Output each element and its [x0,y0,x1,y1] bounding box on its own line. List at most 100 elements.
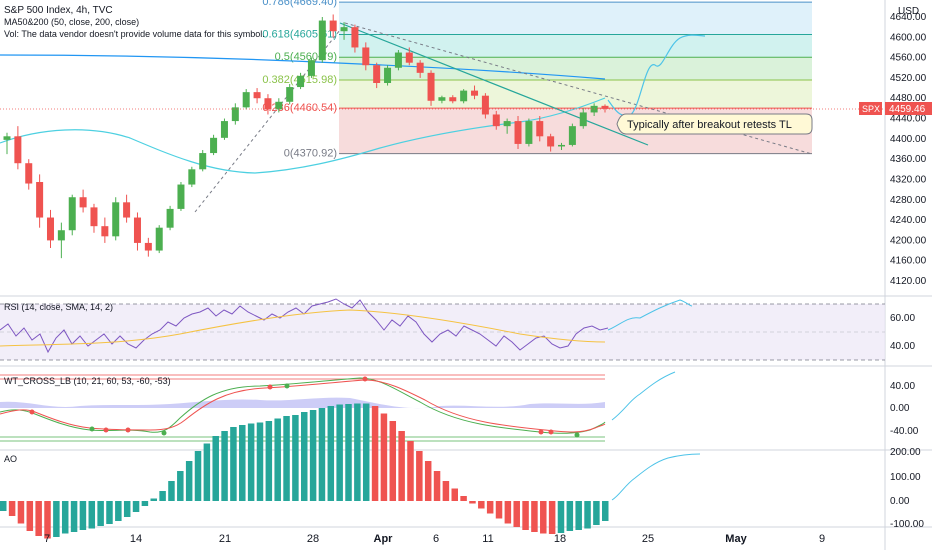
time-tick-label: 7 [44,533,50,545]
time-axis[interactable]: 7 14 21 28 Apr 6 11 18 25 May 9 [44,533,825,545]
ao-bar [8,501,16,516]
ao-bar [53,501,60,537]
candle-body [384,67,392,83]
ao-bar [256,422,264,501]
ao-bar [584,501,591,529]
time-tick-label: 21 [219,533,231,545]
candle-body [373,65,381,83]
ao-bar [106,501,113,524]
ao-pane[interactable]: AO [0,403,701,539]
candle-body [547,136,555,147]
last-price-text: 4459.46 [889,104,926,115]
candle-body [568,126,576,145]
rsi-pane[interactable]: RSI (14, close, SMA, 14, 2) [0,298,885,361]
descending-trendline[interactable] [339,22,649,146]
time-tick-label: 18 [554,533,566,545]
wt-tick-label: 0.00 [890,403,910,414]
fibonacci-retracement[interactable]: 0.786(4669.40)0.618(4605.61)0.5(4560.79)… [262,0,812,160]
ao-bar [460,496,467,501]
price-tick-label: 4640.00 [890,12,927,23]
ao-bar [433,471,441,501]
price-tick-label: 4200.00 [890,235,927,246]
candle-body [525,121,533,144]
price-tick-label: 4120.00 [890,276,927,287]
candle-body [351,27,359,48]
wt-cross-dot [29,409,35,415]
symbol-badge [859,102,882,115]
candle-body [438,97,446,101]
ao-bar [327,406,335,501]
ao-bar [274,418,281,501]
candle-body [264,98,272,110]
wt-histogram [0,397,605,409]
rsi-label: RSI (14, close, SMA, 14, 2) [4,302,113,312]
ao-bar [61,501,69,534]
ao-bar [336,404,343,501]
price-tick-label: 4480.00 [890,93,927,104]
wt-tick-label: -40.00 [890,426,919,437]
candle-body [307,60,315,76]
ao-bar [451,488,458,501]
candle-body [112,202,120,237]
candle-body [210,137,218,154]
candle-body [329,20,337,32]
ma-legend: MA50&200 (50, close, 200, close) [4,17,139,27]
ao-bar [0,501,7,511]
ao-tick-label: 100.00 [890,472,921,483]
candle-body [536,121,544,137]
ao-tick-label: -100.00 [890,519,924,530]
candle-body [514,121,522,144]
candle-body [394,52,402,68]
time-tick-label: Apr [374,533,394,545]
wt-cross-dot [362,376,368,382]
candle-body [177,184,185,209]
ao-bar [239,425,246,501]
time-tick-label: 28 [307,533,319,545]
price-tick-label: 4520.00 [890,73,927,84]
ao-histogram [0,403,609,539]
ao-bar [362,403,370,501]
candle-body [427,72,435,101]
ao-bar [79,501,87,530]
ao-bar [70,501,78,532]
rising-dashed-trendline[interactable] [194,29,341,213]
fib-level-label: 0.618(4605.61) [262,28,337,40]
wt-cross-dot [574,432,580,438]
ao-bar [141,501,149,506]
rsi-tick-label: 40.00 [890,341,915,352]
ao-projection-line [611,453,701,501]
ao-bar [557,501,565,533]
chart-title: S&P 500 Index, 4h, TVC [4,5,113,16]
ao-bar [548,501,556,534]
rsi-sma-line [0,309,606,347]
candle-body [57,230,65,241]
wt-cross-dot [538,429,544,435]
ao-bar [442,481,450,501]
fib-zone [339,57,812,80]
candle-body [3,136,11,140]
price-tick-label: 4560.00 [890,53,927,64]
ao-bar [26,501,34,531]
ao-bar [168,481,175,501]
candle-body [90,207,98,227]
candle-body [362,47,370,66]
ao-bar [318,408,326,501]
candle-body [144,242,152,251]
ao-bar [593,501,600,525]
candle-body [231,107,239,122]
ao-bar [212,436,219,501]
callout-annotation[interactable]: Typically after breakout retests TL [616,113,813,135]
time-tick-label: 11 [482,533,493,545]
candle-body [579,112,587,127]
ao-bar [35,501,42,536]
time-tick-label: 9 [819,533,825,545]
ao-bar [478,501,485,509]
ao-bar [194,451,202,501]
ao-bar [407,441,414,501]
ao-bar [371,406,379,501]
price-axis[interactable]: 4640.00 4600.00 4560.00 4520.00 4480.00 4440.… [890,12,927,287]
candle-body [286,87,294,102]
ao-bar [132,501,140,512]
indicator-axes[interactable]: 60.00 40.00 40.00 0.00 -40.00 200.00 100.00 0.0… [890,313,924,530]
